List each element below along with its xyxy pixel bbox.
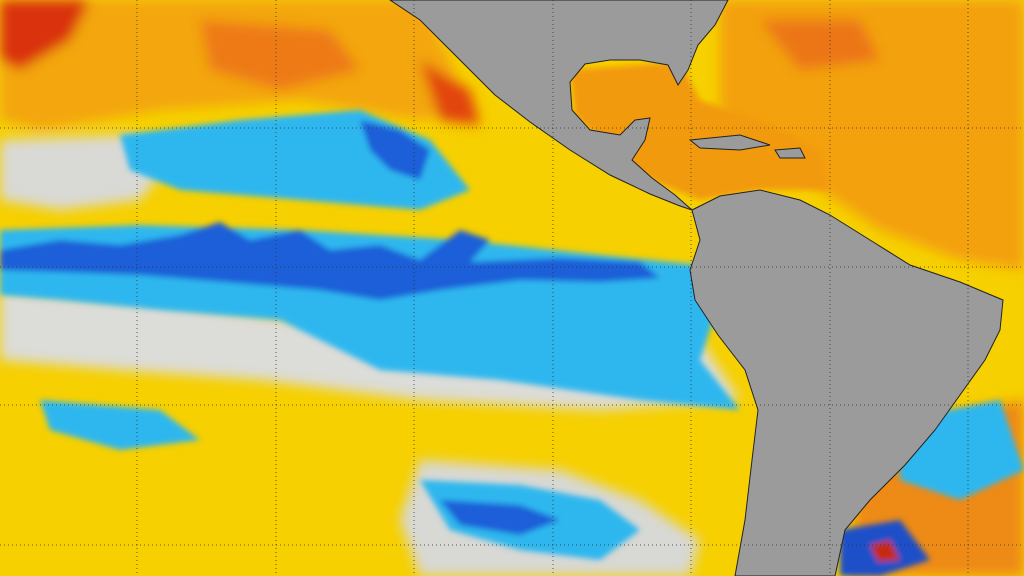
land [389, 0, 1004, 576]
hot-region [420, 60, 480, 125]
caribbean-island [774, 147, 806, 159]
hot-region [760, 20, 880, 70]
hot-region [0, 0, 90, 70]
south-america [689, 189, 1004, 576]
hot-region [200, 20, 360, 90]
cold-region [440, 500, 560, 535]
warm-region [720, 0, 1024, 270]
north-central-america [389, 0, 729, 211]
cool-region [40, 400, 200, 450]
caribbean-island [688, 134, 771, 151]
cold-region [360, 120, 430, 180]
cold-region [0, 222, 660, 300]
